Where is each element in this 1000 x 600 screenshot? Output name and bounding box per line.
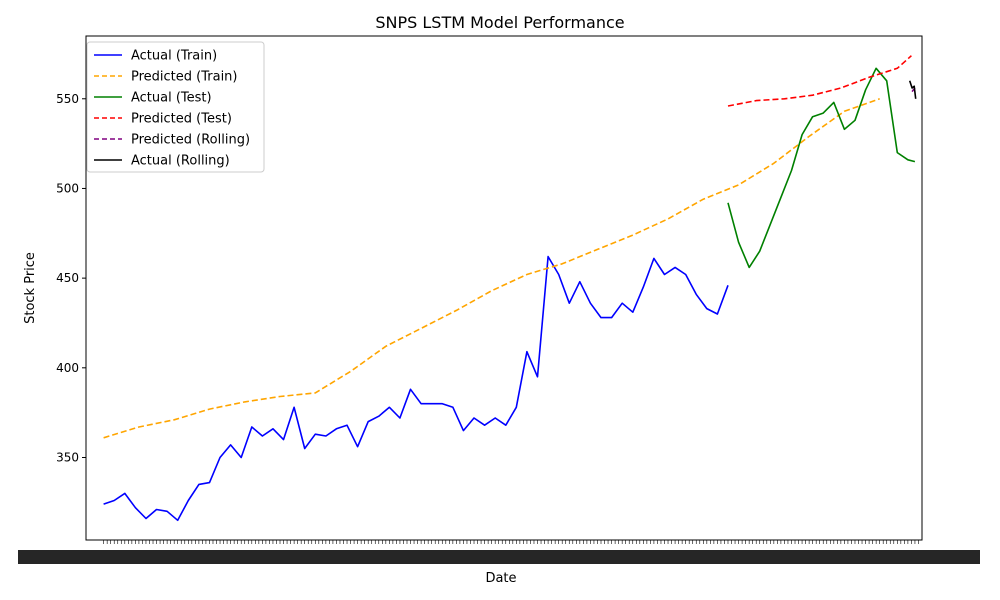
series-line-1 (103, 98, 880, 439)
chart-title: SNPS LSTM Model Performance (375, 13, 624, 32)
series-line-2 (727, 67, 916, 269)
y-tick-label: 550 (56, 92, 79, 106)
plot-area-frame (85, 35, 923, 541)
x-axis-label: Date (485, 571, 516, 586)
series-line-5 (908, 80, 917, 99)
x-tick-marks (18, 540, 980, 564)
legend-label: Predicted (Train) (131, 70, 238, 85)
y-tick-label: 400 (56, 361, 79, 375)
legend-label: Predicted (Rolling) (131, 133, 250, 148)
legend-label: Actual (Test) (131, 91, 212, 106)
legend-box (86, 41, 265, 173)
y-tick-label: 350 (56, 450, 79, 464)
series-line-0 (103, 255, 729, 522)
y-tick-label: 500 (56, 181, 79, 195)
legend-label: Actual (Rolling) (131, 154, 230, 169)
x-tick-labels-overlapped (18, 550, 980, 564)
legend-label: Actual (Train) (131, 49, 217, 64)
legend-label: Predicted (Test) (131, 112, 232, 127)
legend: Actual (Train) Predicted (Train) Actual (T… (86, 41, 265, 173)
y-axis-ticks: 350 400 450 500 550 (56, 92, 86, 464)
series-lines (103, 55, 917, 522)
y-tick-label: 450 (56, 271, 79, 285)
series-line-3 (727, 55, 912, 107)
y-axis-label: Stock Price (23, 252, 38, 324)
